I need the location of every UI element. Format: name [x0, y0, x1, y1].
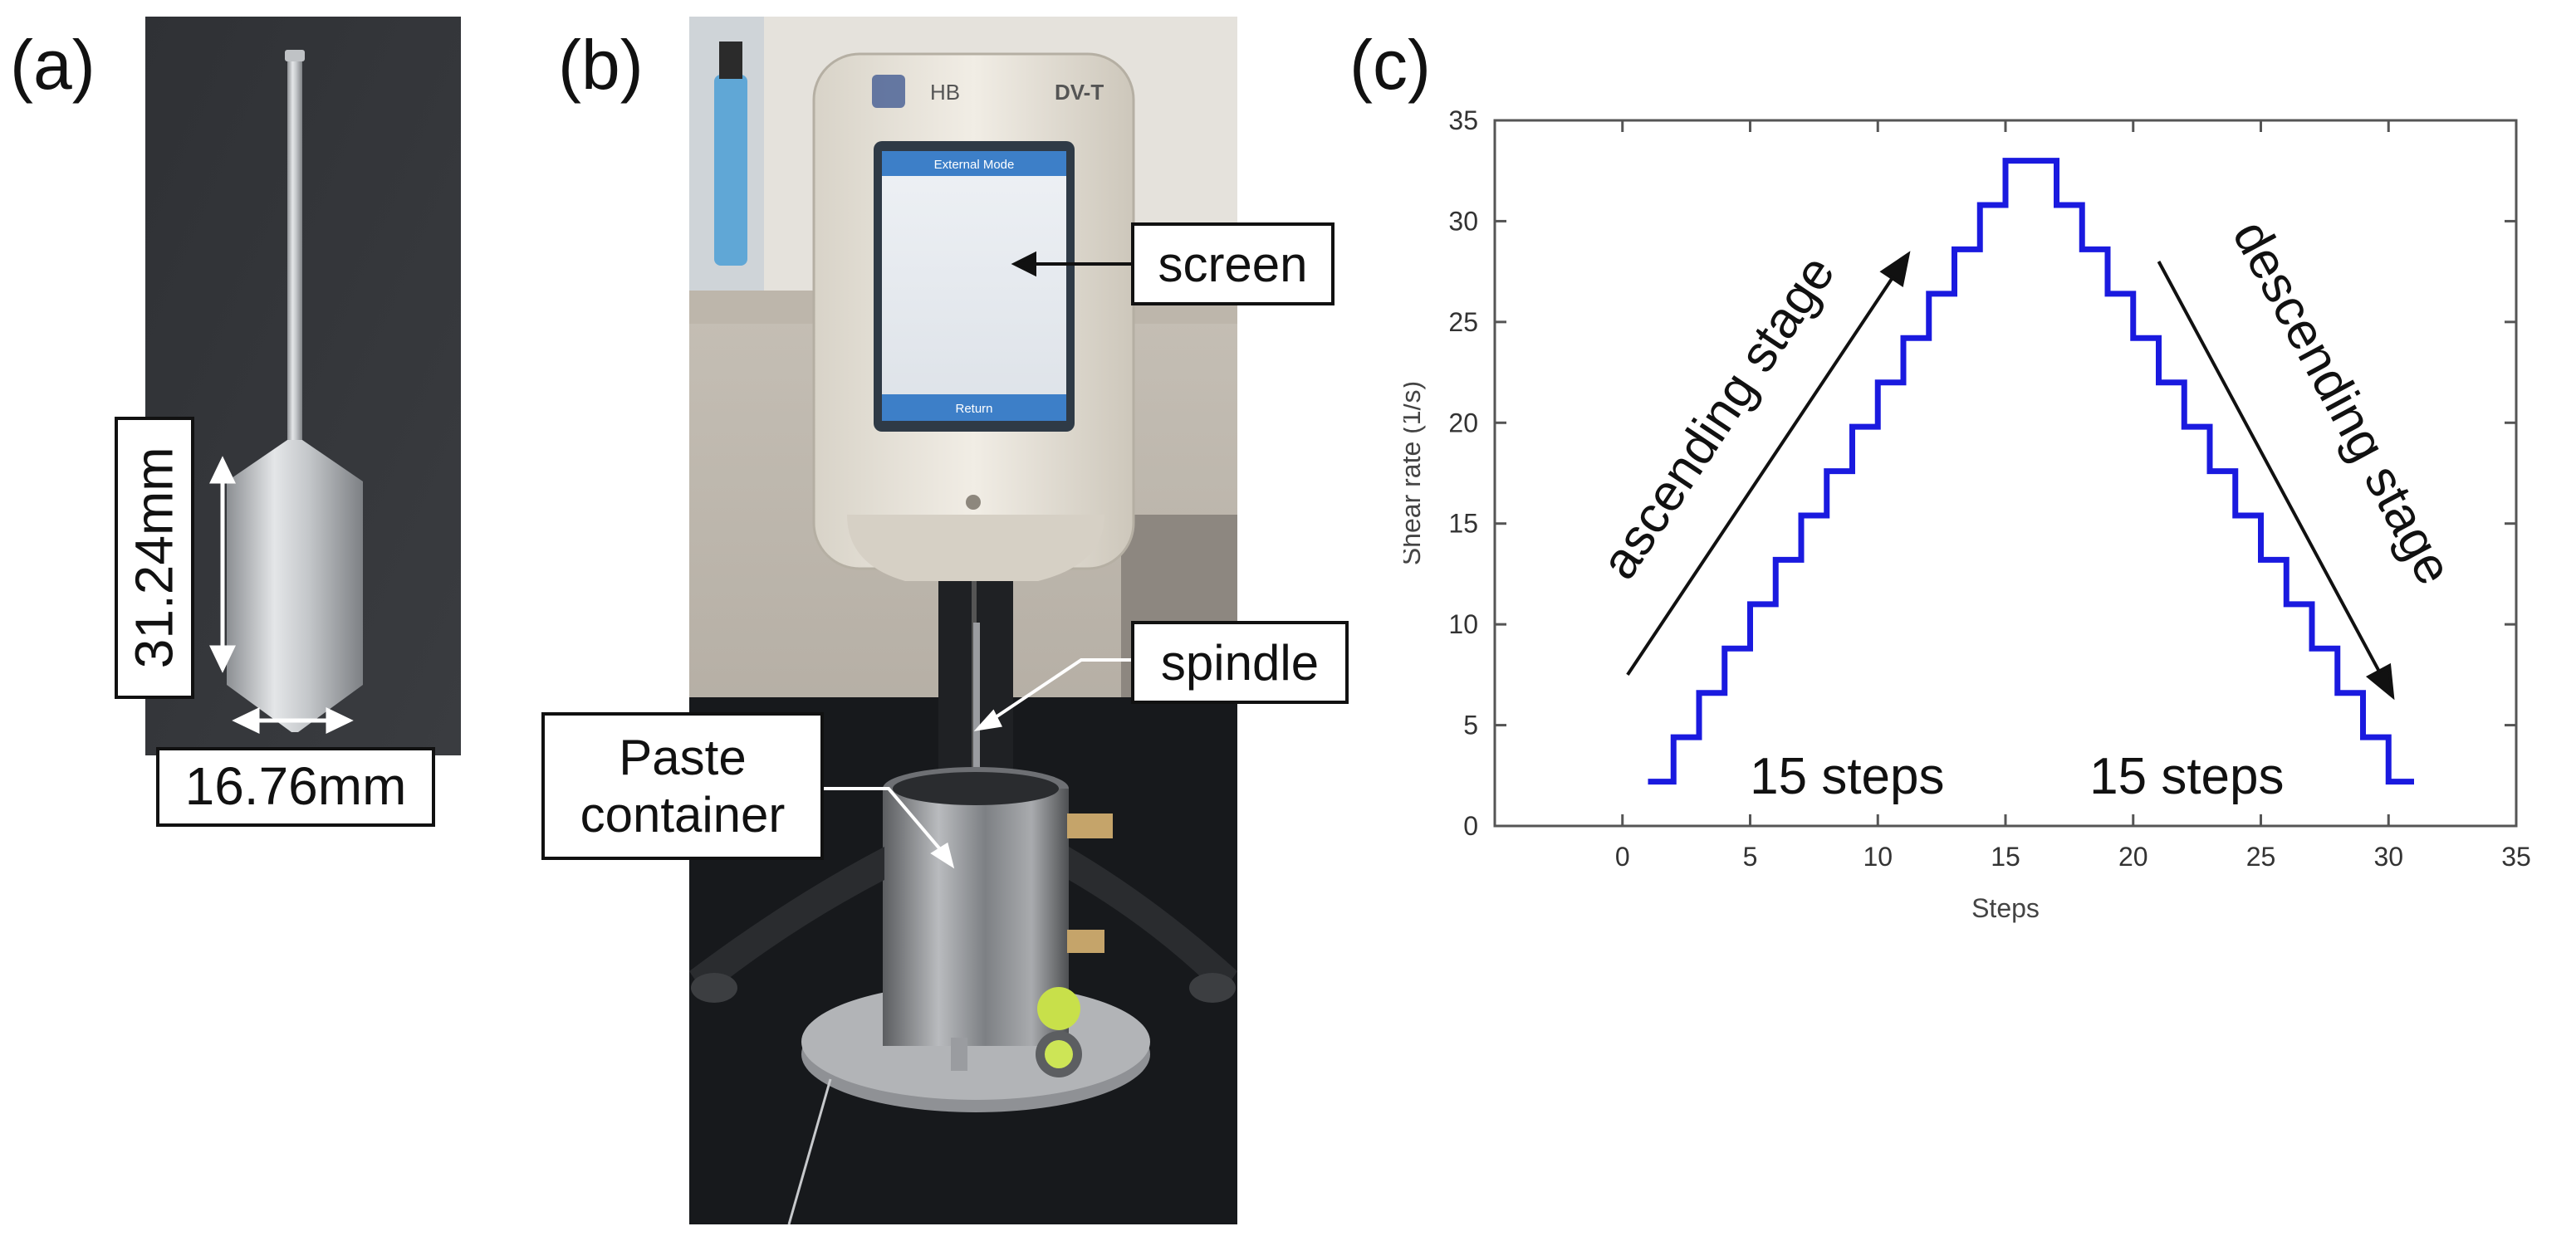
y-tick-label: 35 — [1448, 105, 1478, 135]
screen-header: External Mode — [934, 158, 1015, 172]
spindle-photo — [145, 17, 461, 755]
panel-a-label: (a) — [10, 26, 95, 104]
device-brand: DV-T — [1055, 80, 1104, 105]
descending-annotation: descending stage — [2221, 212, 2463, 594]
x-tick-label: 0 — [1615, 842, 1630, 872]
y-tick-label: 0 — [1463, 811, 1478, 841]
steps-left-annotation: 15 steps — [1750, 748, 1944, 805]
y-tick-label: 10 — [1448, 609, 1478, 639]
x-tick-label: 30 — [2373, 842, 2403, 872]
container-callout: Paste container — [541, 712, 824, 860]
panel-b-label: (b) — [558, 26, 644, 104]
screen-callout-text: screen — [1158, 236, 1308, 292]
screen-callout: screen — [1131, 222, 1335, 305]
height-dimension-label: 31.24mm — [115, 417, 194, 699]
y-tick-label: 20 — [1448, 408, 1478, 437]
y-tick-label: 15 — [1448, 509, 1478, 539]
x-tick-label: 15 — [1991, 842, 2020, 872]
dimension-arrows — [209, 456, 354, 734]
y-tick-label: 30 — [1448, 206, 1478, 236]
spindle-callout: spindle — [1131, 621, 1349, 704]
y-tick-label: 5 — [1463, 711, 1478, 740]
device-screen — [882, 151, 1066, 421]
x-tick-label: 25 — [2246, 842, 2276, 872]
panel-c-label: (c) — [1349, 26, 1431, 104]
y-tick-label: 25 — [1448, 307, 1478, 337]
steps-right-annotation: 15 steps — [2089, 748, 2284, 805]
series-line — [1648, 158, 2414, 785]
container-callout-text: Paste container — [580, 730, 786, 843]
diameter-dimension-label: 16.76mm — [156, 747, 435, 827]
y-axis-label: Shear rate (1/s) — [1403, 381, 1426, 565]
callout-arrows-b — [824, 251, 1131, 869]
x-tick-label: 5 — [1743, 842, 1758, 872]
x-tick-label: 35 — [2501, 842, 2531, 872]
diameter-value: 16.76mm — [184, 756, 407, 817]
spindle-callout-text: spindle — [1160, 634, 1320, 691]
x-axis-label: Steps — [1971, 893, 2040, 923]
x-tick-label: 10 — [1863, 842, 1893, 872]
screen-return-button: Return — [955, 402, 992, 416]
device-badge: HB — [930, 80, 960, 105]
stage-arrows — [1626, 251, 2395, 701]
shear-rate-chart: 0 5 10 15 20 25 30 35 0 5 10 15 20 25 30 35 Steps Shea… — [1403, 105, 2531, 923]
x-tick-label: 20 — [2118, 842, 2148, 872]
